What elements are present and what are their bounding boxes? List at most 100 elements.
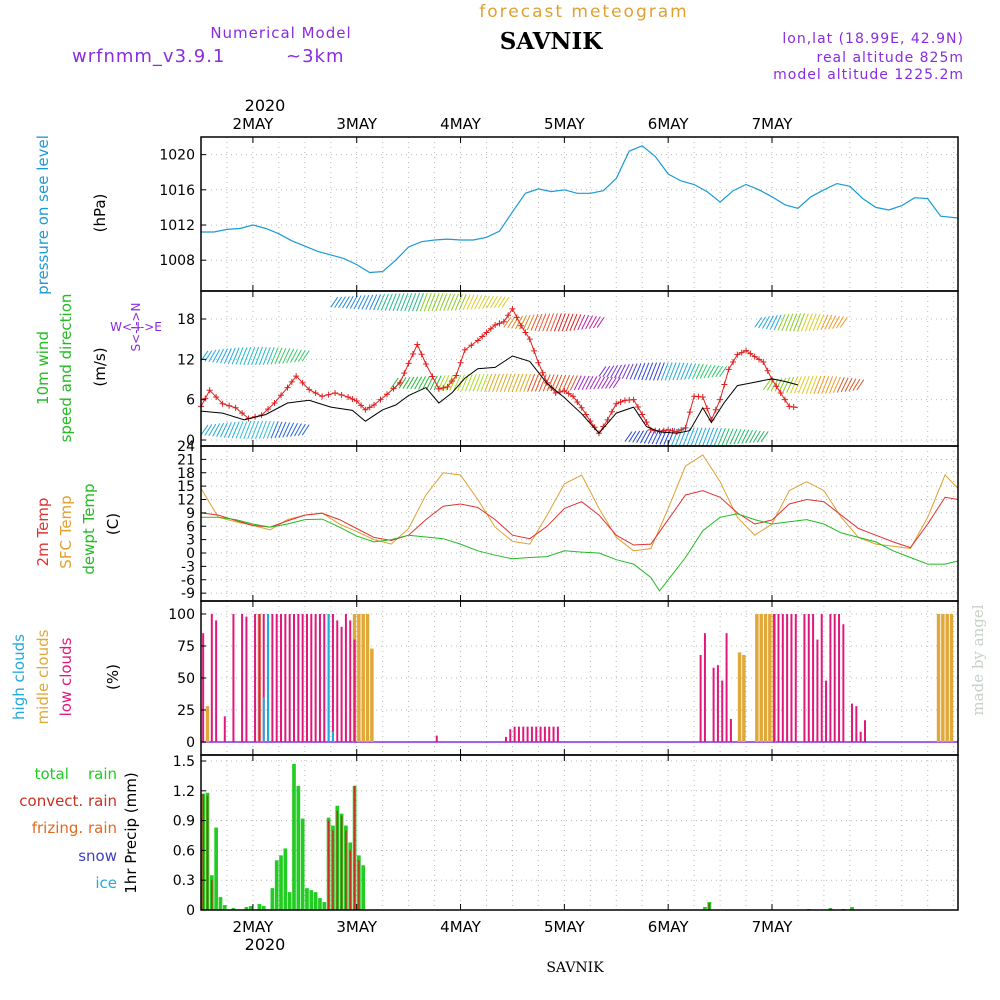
wind-gust-marker bbox=[396, 379, 403, 386]
wind-barb bbox=[369, 294, 378, 311]
cloud-bar bbox=[790, 614, 793, 742]
wind-barb bbox=[262, 346, 271, 365]
wind-gust-marker bbox=[760, 359, 767, 366]
precip-convect-bar bbox=[358, 860, 360, 910]
grid-layer bbox=[200, 137, 958, 911]
wind-barb bbox=[624, 431, 633, 442]
wind-gust-marker bbox=[574, 399, 581, 406]
wind-barb bbox=[433, 375, 442, 391]
wind-gust-marker bbox=[730, 359, 737, 366]
wind-barb bbox=[243, 420, 252, 439]
wind-gust-marker bbox=[483, 329, 490, 336]
wind-barb bbox=[427, 293, 436, 312]
wind-barb bbox=[840, 377, 849, 393]
wind-gust-marker bbox=[453, 372, 460, 379]
wind-barb bbox=[223, 422, 232, 438]
wind-barb bbox=[805, 375, 814, 395]
wind-barb bbox=[286, 422, 295, 438]
wind-gust-marker bbox=[608, 408, 615, 415]
cloud-bar bbox=[773, 614, 776, 742]
cloud-bar bbox=[759, 614, 763, 742]
wind-barb bbox=[501, 296, 510, 308]
wind-barb bbox=[338, 296, 346, 309]
wind-barb bbox=[377, 293, 385, 311]
wind-gust-marker bbox=[673, 428, 680, 435]
wind-barb bbox=[431, 293, 440, 312]
cloud-bar bbox=[803, 614, 806, 742]
wind-barb bbox=[562, 374, 571, 391]
wind-gust-marker bbox=[617, 399, 624, 406]
wind-barb bbox=[617, 364, 626, 379]
wind-gust-marker bbox=[764, 367, 771, 374]
wind-gust-marker bbox=[293, 373, 300, 380]
wind-barb bbox=[342, 296, 350, 309]
cloud-bar bbox=[370, 648, 374, 742]
wind-barb bbox=[522, 314, 531, 330]
cloud-bar bbox=[945, 614, 949, 742]
day-label-top: 3MAY bbox=[336, 115, 378, 133]
cloud-bar bbox=[262, 614, 265, 742]
wind-gust-marker bbox=[213, 393, 220, 400]
precip-convect-bar bbox=[353, 785, 356, 910]
wind-barb bbox=[653, 362, 661, 381]
cloud-bar bbox=[716, 665, 719, 742]
wind-barb bbox=[418, 376, 427, 390]
wind-barb bbox=[699, 364, 708, 379]
cloud-bar bbox=[331, 731, 334, 742]
wind-compass-ns: S<-I->N bbox=[129, 303, 143, 352]
wind-barb bbox=[406, 376, 415, 389]
cloud-bar bbox=[284, 614, 287, 742]
precip-total-bar bbox=[703, 907, 707, 910]
cloud-bar bbox=[703, 633, 706, 742]
cloud-bar bbox=[556, 726, 559, 742]
wind-barb bbox=[239, 347, 248, 365]
cloud-bar bbox=[721, 680, 724, 742]
wind-gust-marker bbox=[409, 350, 416, 357]
panel-frames bbox=[200, 136, 959, 911]
wind-barb bbox=[361, 294, 370, 310]
wind-gust-marker bbox=[751, 353, 758, 360]
wind-label-2: speed and direction bbox=[57, 294, 75, 443]
wind-barb bbox=[290, 423, 298, 437]
cloud-bar bbox=[232, 614, 235, 742]
wind-barb bbox=[703, 364, 712, 379]
wind-barb bbox=[400, 293, 409, 312]
wind-barb bbox=[573, 375, 582, 391]
precip-convect-bar bbox=[708, 903, 711, 910]
temp-label-3: dewpt Temp bbox=[80, 483, 98, 574]
wind-barb bbox=[293, 423, 302, 437]
wind-barb bbox=[334, 296, 343, 308]
wind-barb bbox=[227, 421, 236, 439]
wind-barb bbox=[499, 373, 508, 393]
wind-barb bbox=[255, 420, 263, 440]
wind-barb bbox=[793, 313, 802, 332]
wind-barb bbox=[212, 349, 221, 363]
wind-barb bbox=[503, 317, 512, 328]
cloud-bar bbox=[941, 614, 945, 742]
wind-gust-marker bbox=[773, 383, 780, 390]
legend-total-rain: total rain bbox=[35, 765, 117, 783]
credit: made by angel bbox=[969, 604, 987, 715]
pressure-unit: (hPa) bbox=[91, 194, 109, 233]
cloud-bar bbox=[318, 614, 321, 742]
cloud-bar bbox=[552, 726, 555, 742]
wind-barb bbox=[749, 430, 757, 444]
cloud-label-mid: midle clouds bbox=[34, 629, 52, 724]
wind-barb bbox=[286, 348, 295, 364]
wind-barb bbox=[489, 295, 498, 309]
legend-ice: ice bbox=[95, 874, 117, 892]
cloud-bar bbox=[310, 614, 313, 742]
wind-gust-marker bbox=[232, 404, 239, 411]
precip-convect-bar bbox=[206, 795, 209, 910]
wind-barb bbox=[526, 314, 535, 331]
wind-barb bbox=[721, 428, 730, 446]
wind-gust-marker bbox=[665, 426, 672, 433]
precip-total-bar bbox=[292, 763, 296, 910]
cloud-bar bbox=[245, 616, 248, 742]
cloud-bar bbox=[820, 614, 823, 742]
wind-barb bbox=[694, 427, 703, 446]
wind-barb bbox=[270, 347, 279, 365]
cloud-bar bbox=[271, 614, 274, 742]
wind-barb bbox=[282, 422, 291, 438]
